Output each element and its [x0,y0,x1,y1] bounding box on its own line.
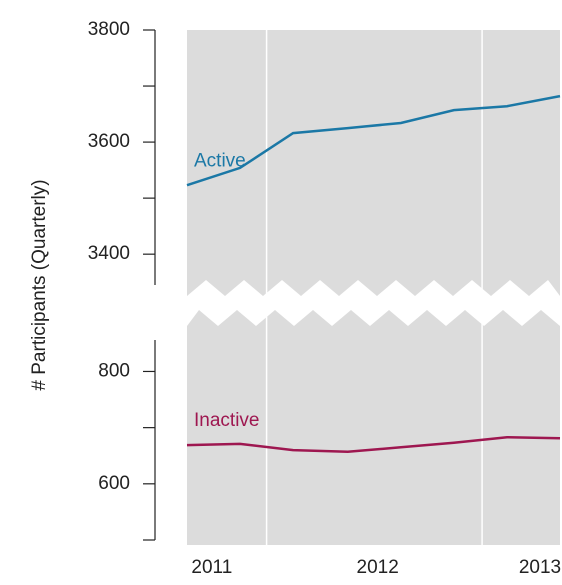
series-label: Active [194,150,246,171]
x-tick-label: 2011 [191,557,232,578]
x-tick-label: 2013 [519,557,561,578]
y-axis-label: # Participants (Quarterly) [29,179,50,390]
series-line [186,435,561,454]
series-line [186,94,561,187]
series-label: Inactive [194,410,259,431]
y-tick-label: 3800 [88,19,130,40]
y-tick-label: 3600 [88,131,130,152]
x-tick-label: 2012 [357,557,399,578]
axis-break [187,280,560,326]
y-tick-label: 600 [98,473,130,494]
y-tick-label: 800 [98,360,130,381]
y-tick-label: 3400 [88,243,130,264]
